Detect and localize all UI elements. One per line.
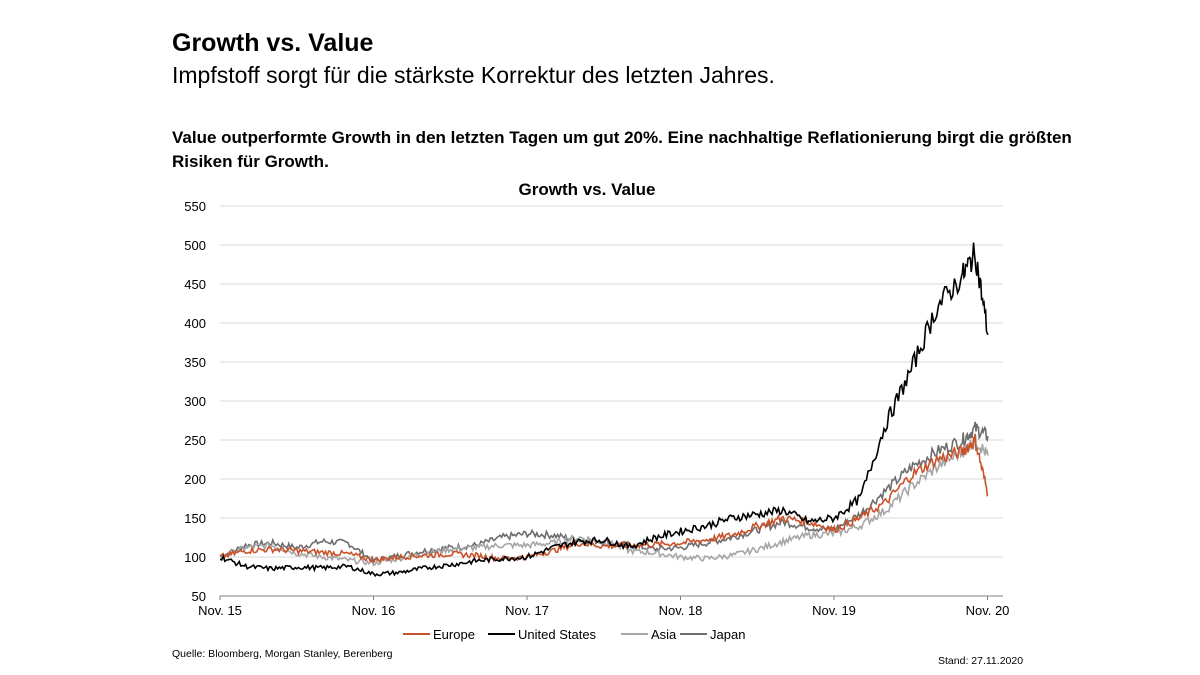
x-tick-label: Nov. 15 <box>198 603 242 618</box>
y-tick-label: 550 <box>184 199 206 214</box>
x-tick-label: Nov. 19 <box>812 603 856 618</box>
y-tick-label: 350 <box>184 355 206 370</box>
y-tick-label: 500 <box>184 238 206 253</box>
y-tick-label: 100 <box>184 550 206 565</box>
x-tick-label: Nov. 18 <box>659 603 703 618</box>
slide-headline: Value outperformte Growth in den letzten… <box>172 128 1072 171</box>
x-tick-label: Nov. 20 <box>966 603 1010 618</box>
source-note: Quelle: Bloomberg, Morgan Stanley, Beren… <box>172 648 393 660</box>
legend-label: Asia <box>651 627 677 642</box>
x-tick-label: Nov. 16 <box>352 603 396 618</box>
legend-label: Europe <box>433 627 475 642</box>
date-stamp: Stand: 27.11.2020 <box>938 655 1024 667</box>
chart-title: Growth vs. Value <box>519 180 656 199</box>
y-tick-label: 150 <box>184 511 206 526</box>
legend-label: Japan <box>710 627 745 642</box>
y-tick-label: 450 <box>184 277 206 292</box>
y-tick-label: 400 <box>184 316 206 331</box>
series-line-united-states <box>219 242 989 578</box>
y-tick-label: 50 <box>192 589 206 604</box>
slide-subtitle: Impfstoff sorgt für die stärkste Korrekt… <box>172 62 775 88</box>
y-tick-label: 300 <box>184 394 206 409</box>
slide-title: Growth vs. Value <box>172 29 374 57</box>
x-tick-label: Nov. 17 <box>505 603 549 618</box>
y-tick-label: 200 <box>184 472 206 487</box>
series-line-europe <box>219 434 989 564</box>
legend-label: United States <box>518 627 597 642</box>
y-tick-label: 250 <box>184 433 206 448</box>
